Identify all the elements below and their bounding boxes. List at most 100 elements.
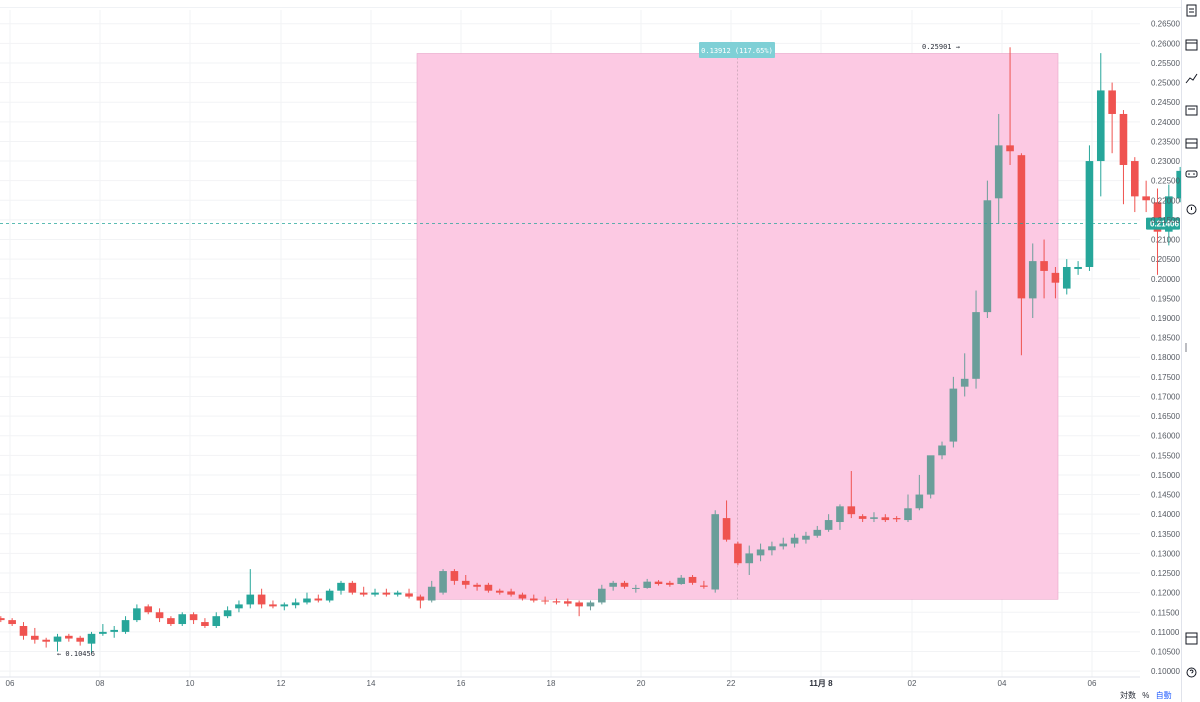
candle-up (235, 600, 243, 613)
layout-icon[interactable] (1185, 632, 1198, 645)
candle-body (541, 600, 549, 602)
measure-range: 0.13912 (117.65%) (416, 42, 1059, 600)
candle-body (564, 601, 572, 604)
candle-up (110, 625, 118, 638)
candle-down (700, 580, 708, 589)
candle-up (53, 633, 62, 652)
watchlist-icon[interactable] (1185, 4, 1198, 17)
candle-up (790, 533, 799, 548)
candle-body (473, 584, 481, 587)
candle-down (654, 580, 663, 586)
candle-up (371, 588, 379, 597)
candle-body (677, 577, 685, 585)
candle-body (223, 610, 232, 617)
candle-body (643, 581, 651, 588)
candle-body (155, 612, 164, 619)
candle-body (359, 592, 368, 595)
candle-body (552, 601, 561, 603)
price-tick-label: 0.15000 (1151, 471, 1180, 480)
candle-up (586, 600, 595, 611)
price-tick-label: 0.21000 (1151, 236, 1180, 245)
candle-up (938, 441, 946, 460)
candle-body (325, 590, 334, 601)
price-tick-label: 0.26000 (1151, 39, 1180, 48)
price-tick-label: 0.16500 (1151, 412, 1180, 421)
candle-body (960, 378, 969, 387)
candle-up (972, 290, 980, 389)
chat-icon[interactable] (1185, 168, 1198, 181)
candle-down (348, 580, 357, 595)
price-tick-label: 0.19500 (1151, 294, 1180, 303)
candle-down (575, 600, 583, 617)
candle-body (65, 635, 73, 639)
right-toolbar (1181, 0, 1200, 702)
alert-icon[interactable] (1185, 203, 1198, 216)
price-tick-label: 0.10000 (1151, 667, 1180, 676)
candle-down (1051, 266, 1060, 299)
price-tick-label: 0.16000 (1151, 432, 1180, 441)
candle-body (1131, 161, 1139, 197)
candle-down (1006, 47, 1014, 165)
candle-up (802, 531, 810, 544)
candle-up (99, 624, 107, 636)
candle-up (983, 180, 992, 318)
price-tick-label: 0.17500 (1151, 373, 1180, 382)
calendar-icon[interactable] (1185, 38, 1198, 51)
candle-down (552, 598, 561, 605)
candle-down (847, 471, 856, 519)
candle-body (269, 604, 277, 607)
candle-up (926, 455, 935, 499)
candle-body (926, 455, 935, 495)
help-icon[interactable] (1185, 666, 1198, 679)
time-tick-label: 06 (1088, 679, 1097, 688)
price-tick-label: 0.21500 (1151, 216, 1180, 225)
candle-down (666, 580, 674, 587)
log-scale-toggle[interactable]: 対数 (1120, 691, 1136, 700)
time-tick-label: 12 (277, 679, 286, 688)
candle-body (314, 598, 323, 601)
candle-down (1017, 153, 1026, 356)
candle-body (722, 518, 731, 540)
candle-up (1085, 145, 1094, 271)
candle-body (0, 618, 5, 621)
time-tick-label: 22 (727, 679, 736, 688)
candle-up (779, 537, 788, 550)
price-axis: 0.10000 0.10500 0.11000 0.11500 0.12000 0.125… (1151, 20, 1180, 676)
calculator-icon[interactable] (1185, 137, 1198, 150)
candle-down (359, 586, 368, 597)
candle-down (620, 580, 629, 589)
candle-down (1153, 188, 1162, 275)
time-axis: 06 08 10 12 14 16 18 20 22 11月 8 02 04 06 (0, 676, 1140, 688)
chart-icon[interactable] (1185, 72, 1198, 85)
auto-scale-toggle[interactable]: 自動 (1155, 691, 1172, 700)
candle-body (700, 585, 708, 587)
price-tick-label: 0.15500 (1151, 451, 1180, 460)
candle-up (915, 474, 924, 511)
candle-body (427, 586, 436, 601)
candle-up (756, 543, 765, 562)
annotations-layer: 0.21406 ← 0.10456 0.25901 → (0, 43, 1180, 658)
top-border (0, 0, 1181, 8)
candle-down (484, 582, 493, 593)
candle-body (575, 602, 583, 607)
candle-up (1096, 53, 1105, 197)
candle-down (144, 604, 153, 615)
candle-up (632, 584, 640, 593)
candle-up (598, 584, 606, 605)
candles-layer (0, 47, 1181, 654)
candle-down (541, 596, 549, 605)
price-tick-label: 0.23500 (1151, 137, 1180, 146)
news-icon[interactable] (1185, 104, 1198, 117)
candle-body (371, 592, 379, 595)
time-tick-label: 14 (367, 679, 376, 688)
collapse-handle-icon[interactable] (1185, 341, 1198, 354)
candle-down (1108, 82, 1116, 154)
candle-up (1028, 243, 1037, 318)
price-tick-label: 0.13000 (1151, 549, 1180, 558)
candle-body (42, 639, 50, 642)
percent-scale-toggle[interactable]: % (1142, 691, 1150, 700)
price-tick-label: 0.11500 (1151, 608, 1180, 617)
price-tick-label: 0.24000 (1151, 118, 1180, 127)
candle-up (427, 580, 436, 603)
